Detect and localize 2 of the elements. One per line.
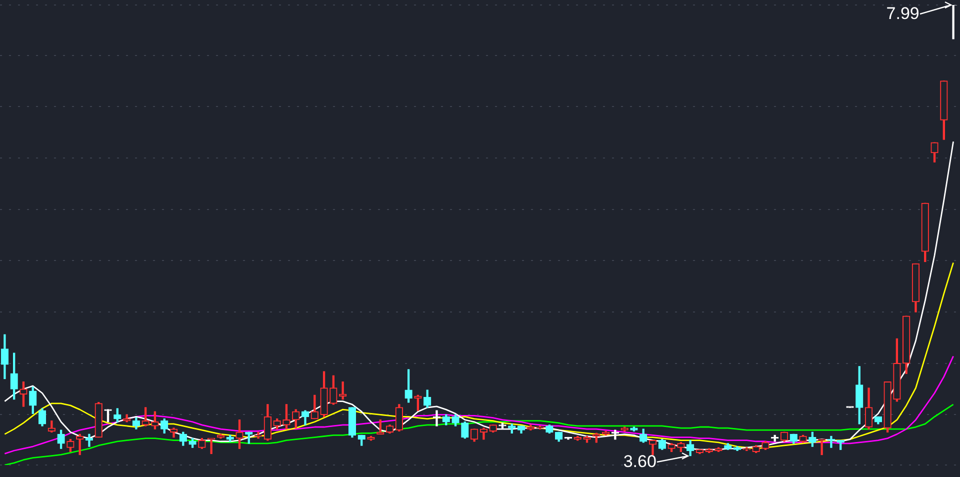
annotation: 7.99 (886, 4, 920, 23)
annotation: 3.60 (623, 452, 656, 471)
